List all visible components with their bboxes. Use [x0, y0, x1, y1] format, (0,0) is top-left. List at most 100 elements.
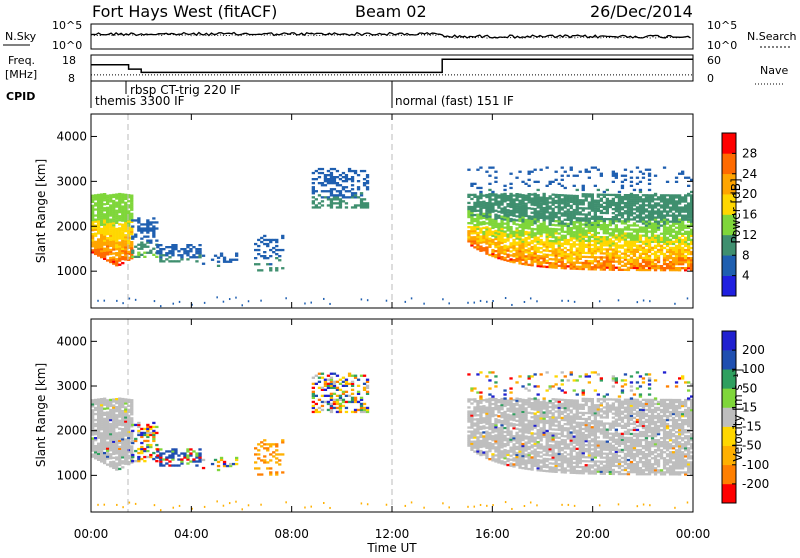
velocity-cell	[217, 461, 220, 463]
power-cell	[109, 212, 112, 214]
power-cell	[633, 228, 636, 230]
velocity-cell	[124, 430, 127, 432]
velocity-cell	[118, 452, 121, 454]
velocity-cell	[506, 428, 509, 430]
velocity-cell	[345, 395, 348, 397]
velocity-cell	[552, 440, 555, 442]
velocity-cell	[470, 414, 473, 416]
power-cell	[624, 240, 627, 242]
power-cell	[470, 228, 473, 230]
power-cell	[588, 224, 591, 226]
power-cell	[681, 247, 684, 249]
velocity-cell	[564, 471, 567, 473]
power-cell	[669, 231, 672, 233]
velocity-cell	[260, 459, 263, 461]
power-cell	[121, 224, 124, 226]
power-cell	[351, 184, 354, 186]
power-cell	[558, 222, 561, 224]
velocity-cell	[476, 406, 479, 408]
velocity-cell	[467, 443, 470, 445]
power-cell	[470, 194, 473, 196]
power-cell	[582, 232, 585, 234]
velocity-cell	[103, 438, 106, 440]
power-cell	[621, 202, 624, 204]
velocity-cell	[318, 387, 321, 389]
velocity-cell	[546, 416, 549, 418]
power-cell	[579, 171, 582, 173]
power-cell	[663, 223, 666, 225]
power-cell	[681, 215, 684, 217]
velocity-cell	[183, 456, 186, 458]
velocity-cell	[109, 415, 112, 417]
power-cell	[512, 219, 515, 221]
power-cell	[531, 208, 534, 210]
velocity-cell	[330, 393, 333, 395]
velocity-cell	[579, 448, 582, 450]
velocity-cell	[543, 454, 546, 456]
power-cell	[564, 267, 567, 269]
power-cell	[687, 243, 690, 245]
velocity-cell	[112, 404, 115, 406]
power-cell	[645, 229, 648, 231]
velocity-cell	[528, 438, 531, 440]
velocity-cell	[515, 458, 518, 460]
power-cell	[615, 204, 618, 206]
power-cell	[633, 218, 636, 220]
velocity-cell	[189, 460, 192, 462]
velocity-cell	[567, 447, 570, 449]
velocity-cell	[103, 418, 106, 420]
velocity-cell	[220, 459, 223, 461]
power-cell	[546, 201, 549, 203]
velocity-cell	[97, 431, 100, 433]
power-cell	[684, 196, 687, 198]
power-cell	[137, 229, 140, 231]
power-cell	[579, 246, 582, 248]
power-cell	[687, 219, 690, 221]
power-cell	[618, 230, 621, 232]
velocity-cell	[97, 419, 100, 421]
power-cell	[106, 215, 109, 217]
velocity-cell	[336, 387, 339, 389]
power-cell	[654, 241, 657, 243]
power-cell	[494, 204, 497, 206]
velocity-cell	[360, 405, 363, 407]
power-cell	[615, 253, 618, 255]
power-cell	[528, 179, 531, 181]
power-cell	[521, 212, 524, 214]
velocity-cell	[103, 426, 106, 428]
power-cell	[488, 195, 491, 197]
velocity-cell	[281, 453, 284, 455]
power-cell	[494, 238, 497, 240]
power-cell	[97, 214, 100, 216]
power-cell	[567, 199, 570, 201]
station-title: Fort Hays West (fitACF)	[92, 2, 277, 21]
velocity-cell	[149, 428, 152, 430]
power-cell	[540, 235, 543, 237]
velocity-cell	[521, 409, 524, 411]
power-cell	[100, 208, 103, 210]
power-cell	[94, 202, 97, 204]
power-cell	[149, 221, 152, 223]
power-cell	[585, 195, 588, 197]
velocity-cell	[567, 407, 570, 409]
power-cell	[361, 298, 363, 300]
velocity-cell	[515, 402, 518, 404]
power-cell	[492, 300, 494, 302]
power-cell	[186, 254, 189, 256]
velocity-cell	[576, 406, 579, 408]
power-cell	[675, 208, 678, 210]
power-cell	[467, 214, 470, 216]
power-cell	[564, 200, 567, 202]
power-cell	[621, 253, 624, 255]
velocity-cell	[100, 414, 103, 416]
power-cell	[675, 251, 678, 253]
velocity-cell	[552, 446, 555, 448]
velocity-cell	[118, 438, 121, 440]
velocity-cell	[470, 443, 473, 445]
power-cell	[348, 168, 351, 170]
power-cell	[624, 255, 627, 257]
velocity-cell	[585, 450, 588, 452]
velocity-cell	[115, 406, 118, 408]
power-cell	[573, 233, 576, 235]
